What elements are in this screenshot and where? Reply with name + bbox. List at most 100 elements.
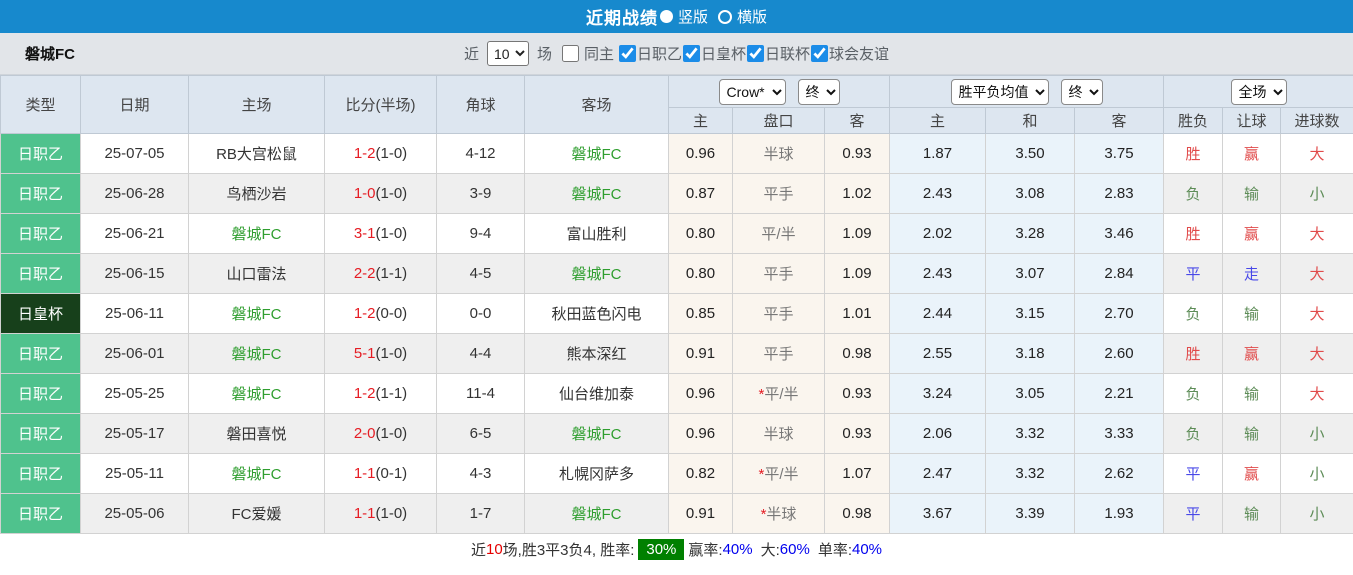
- match-score: 1-0(1-0): [324, 173, 437, 214]
- home-team: 磐城FC: [188, 213, 325, 254]
- goals-outcome: 大: [1280, 333, 1353, 374]
- handicap-line: 半球: [732, 133, 825, 174]
- games-label: 场: [536, 46, 552, 63]
- single-label: 单率:: [817, 541, 852, 559]
- bookmaker-select[interactable]: Crow*: [718, 78, 786, 105]
- result-outcome: 胜: [1163, 213, 1224, 254]
- layout-option-horizontal[interactable]: 横版: [718, 6, 767, 27]
- match-type-badge: 日职乙: [0, 453, 81, 494]
- subcol-odds-away: 客: [823, 107, 891, 134]
- match-date: 25-06-21: [80, 213, 189, 254]
- competition-label: 日皇杯: [701, 46, 747, 63]
- odds-home: 0.96: [668, 413, 733, 454]
- match-date: 25-07-05: [80, 133, 189, 174]
- subcol-avg-home: 主: [889, 107, 987, 134]
- odds-time-select[interactable]: 终: [797, 78, 840, 105]
- avg-group-header: 胜平负均值 终: [889, 75, 1165, 108]
- layout-option-horizontal-label: 横版: [737, 9, 768, 26]
- competition-filter-2[interactable]: 日联杯: [746, 43, 810, 64]
- match-type-badge: 日职乙: [0, 493, 81, 534]
- avg-draw: 3.50: [985, 133, 1076, 174]
- corners: 4-5: [436, 253, 525, 294]
- competition-filter-0[interactable]: 日职乙: [618, 43, 682, 64]
- avg-home: 3.24: [889, 373, 987, 414]
- avg-time-select[interactable]: 终: [1060, 78, 1103, 105]
- result-outcome: 负: [1163, 173, 1224, 214]
- avg-draw: 3.05: [985, 373, 1076, 414]
- subcol-avg-draw: 和: [985, 107, 1076, 134]
- avg-draw: 3.39: [985, 493, 1076, 534]
- avg-away: 3.75: [1074, 133, 1165, 174]
- away-team: 磐城FC: [524, 253, 669, 294]
- away-team: 熊本深红: [524, 333, 669, 374]
- avg-away: 2.60: [1074, 333, 1165, 374]
- handicap-line: 平手: [732, 333, 825, 374]
- match-row: 日职乙 25-06-21 磐城FC 3-1(1-0) 9-4 富山胜利 0.80 平/半 1.0…: [0, 213, 1353, 254]
- competition-label: 日联杯: [765, 46, 811, 63]
- odds-away: 1.09: [823, 253, 891, 294]
- match-score: 1-2(1-1): [324, 373, 437, 414]
- competition-checkbox[interactable]: [683, 45, 700, 62]
- avg-home: 2.06: [889, 413, 987, 454]
- match-row: 日职乙 25-05-11 磐城FC 1-1(0-1) 4-3 札幌冈萨多 0.82 *平/半 1…: [0, 453, 1353, 494]
- subcol-result: 胜负: [1163, 107, 1224, 134]
- odds-away: 1.02: [823, 173, 891, 214]
- home-team: RB大宫松鼠: [188, 133, 325, 174]
- match-date: 25-05-11: [80, 453, 189, 494]
- period-select[interactable]: 全场: [1230, 78, 1287, 105]
- odds-home: 0.80: [668, 253, 733, 294]
- avg-draw: 3.07: [985, 253, 1076, 294]
- home-team: 山口雷法: [188, 253, 325, 294]
- avg-draw: 3.18: [985, 333, 1076, 374]
- competition-label: 日职乙: [636, 46, 682, 63]
- match-date: 25-06-15: [80, 253, 189, 294]
- team-name: 磐城FC: [25, 46, 75, 63]
- layout-option-vertical[interactable]: 竖版: [659, 6, 708, 27]
- match-score: 1-2(1-0): [324, 133, 437, 174]
- odds-home: 0.82: [668, 453, 733, 494]
- goals-outcome: 小: [1280, 173, 1353, 214]
- avg-home: 1.87: [889, 133, 987, 174]
- away-team: 秋田蓝色闪电: [524, 293, 669, 334]
- handicap-outcome: 输: [1222, 413, 1282, 454]
- odds-away: 0.98: [823, 333, 891, 374]
- odds-home: 0.80: [668, 213, 733, 254]
- home-team: 磐城FC: [188, 453, 325, 494]
- match-row: 日职乙 25-05-17 磐田喜悦 2-0(1-0) 6-5 磐城FC 0.96 半球 0.93…: [0, 413, 1353, 454]
- competition-checkboxes: 日职乙 日皇杯 日联杯 球会友谊: [618, 43, 889, 64]
- competition-checkbox[interactable]: [811, 45, 829, 62]
- handicap-line: *平/半: [732, 453, 825, 494]
- goals-outcome: 大: [1280, 133, 1353, 174]
- competition-checkbox[interactable]: [747, 45, 765, 62]
- match-score: 2-0(1-0): [324, 413, 437, 454]
- competition-filter-3[interactable]: 球会友谊: [810, 43, 889, 64]
- match-type-badge: 日职乙: [0, 133, 81, 174]
- competition-checkbox[interactable]: [618, 45, 636, 62]
- away-team: 磐城FC: [524, 413, 669, 454]
- col-header-away: 客场: [524, 75, 669, 134]
- odds-home: 0.96: [668, 133, 733, 174]
- col-header-home: 主场: [188, 75, 325, 134]
- odds-home: 0.91: [668, 493, 733, 534]
- handicap-line: 平手: [732, 293, 825, 334]
- match-score: 5-1(1-0): [324, 333, 437, 374]
- home-team: 磐城FC: [188, 333, 325, 374]
- corners: 0-0: [436, 293, 525, 334]
- avg-away: 1.93: [1074, 493, 1165, 534]
- home-team: FC爱媛: [188, 493, 325, 534]
- col-header-score: 比分(半场): [324, 75, 437, 134]
- result-outcome: 平: [1163, 453, 1224, 494]
- avg-home: 2.43: [889, 253, 987, 294]
- match-row: 日职乙 25-05-25 磐城FC 1-2(1-1) 11-4 仙台维加泰 0.96 *平/半…: [0, 373, 1353, 414]
- competition-filter-1[interactable]: 日皇杯: [682, 43, 746, 64]
- avg-type-select[interactable]: 胜平负均值: [950, 78, 1049, 105]
- corners: 9-4: [436, 213, 525, 254]
- match-count-select[interactable]: 10: [486, 41, 529, 66]
- odds-home: 0.85: [668, 293, 733, 334]
- avg-away: 3.46: [1074, 213, 1165, 254]
- subcol-goals: 进球数: [1280, 107, 1353, 134]
- summary-count: 10: [485, 540, 503, 558]
- avg-away: 2.83: [1074, 173, 1165, 214]
- match-row: 日职乙 25-06-28 鸟栖沙岩 1-0(1-0) 3-9 磐城FC 0.87 平手 1.02…: [0, 173, 1353, 214]
- same-home-checkbox[interactable]: [561, 45, 579, 62]
